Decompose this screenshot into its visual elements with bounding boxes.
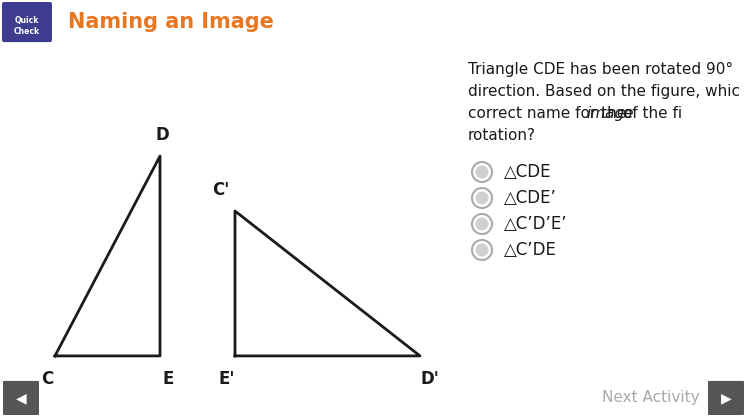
- Text: of the fi: of the fi: [618, 106, 682, 121]
- Text: ▶: ▶: [721, 391, 731, 405]
- Circle shape: [472, 162, 492, 182]
- FancyBboxPatch shape: [2, 2, 52, 42]
- Text: △CDE’: △CDE’: [504, 189, 557, 207]
- Text: △C’D’E’: △C’D’E’: [504, 215, 568, 233]
- Text: C': C': [212, 181, 229, 199]
- Text: Quick: Quick: [15, 16, 39, 24]
- Text: C: C: [41, 370, 53, 388]
- Text: Naming an Image: Naming an Image: [68, 12, 274, 32]
- Text: Triangle CDE has been rotated 90°: Triangle CDE has been rotated 90°: [468, 62, 733, 77]
- Text: D: D: [155, 126, 169, 144]
- Circle shape: [472, 214, 492, 234]
- Text: △C’DE: △C’DE: [504, 241, 557, 259]
- Text: △CDE: △CDE: [504, 163, 551, 181]
- Text: ◀: ◀: [16, 391, 26, 405]
- Text: direction. Based on the figure, whic: direction. Based on the figure, whic: [468, 84, 740, 99]
- Circle shape: [476, 192, 489, 205]
- Text: Next Activity: Next Activity: [602, 391, 700, 405]
- Text: Previous Activity: Previous Activity: [46, 391, 173, 405]
- Circle shape: [472, 240, 492, 260]
- Circle shape: [476, 218, 489, 231]
- Circle shape: [472, 188, 492, 208]
- Circle shape: [476, 165, 489, 178]
- FancyBboxPatch shape: [708, 381, 744, 415]
- Text: correct name for the: correct name for the: [468, 106, 631, 121]
- Text: rotation?: rotation?: [468, 128, 536, 143]
- Text: Check: Check: [14, 26, 40, 36]
- Text: E: E: [162, 370, 174, 388]
- Text: D': D': [421, 370, 439, 388]
- Text: image: image: [586, 106, 633, 121]
- Text: E': E': [219, 370, 235, 388]
- Circle shape: [476, 244, 489, 257]
- FancyBboxPatch shape: [3, 381, 39, 415]
